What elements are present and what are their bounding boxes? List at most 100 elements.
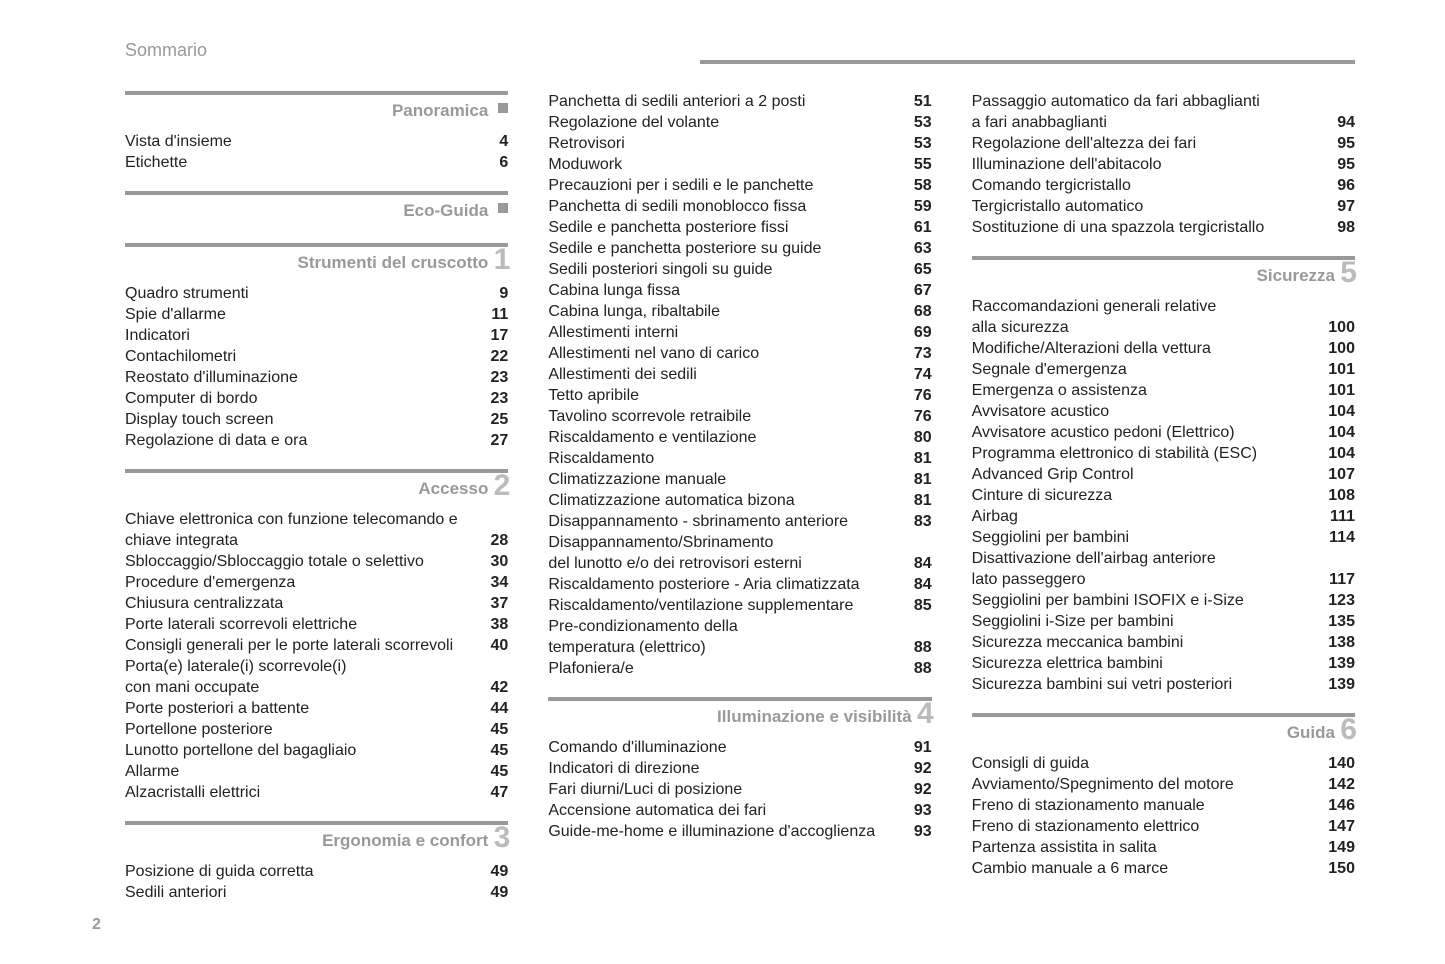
toc-entry-label: Passaggio automatico da fari abbaglianti bbox=[972, 91, 1323, 112]
top-rule bbox=[700, 60, 1355, 64]
toc-entry-label: Airbag bbox=[972, 506, 1323, 527]
toc-entry: Cabina lunga fissa67 bbox=[548, 280, 931, 301]
column: Panchetta di sedili anteriori a 2 posti5… bbox=[548, 91, 931, 903]
toc-entry-page: 142 bbox=[1323, 774, 1355, 795]
toc-entry-page: 44 bbox=[476, 698, 508, 719]
toc-entry: Riscaldamento posteriore - Aria climatiz… bbox=[548, 574, 931, 595]
toc-entry-label: Programma elettronico di stabilità (ESC) bbox=[972, 443, 1323, 464]
toc-entry-page bbox=[476, 656, 508, 677]
toc-entry-page: 100 bbox=[1323, 317, 1355, 338]
toc-entry-label: Sedile e panchetta posteriore fissi bbox=[548, 217, 899, 238]
toc-entry: Regolazione dell'altezza dei fari95 bbox=[972, 133, 1355, 154]
section-title: Guida bbox=[972, 719, 1355, 747]
page-number: 2 bbox=[92, 916, 101, 934]
toc-entry: Sedili posteriori singoli su guide65 bbox=[548, 259, 931, 280]
toc-entry-page: 88 bbox=[900, 658, 932, 679]
toc-entry: Riscaldamento81 bbox=[548, 448, 931, 469]
toc-entry-label: Lunotto portellone del bagagliaio bbox=[125, 740, 476, 761]
toc-entry-page bbox=[1323, 296, 1355, 317]
toc-entry: Sostituzione di una spazzola tergicrista… bbox=[972, 217, 1355, 238]
toc-entry-label: Vista d'insieme bbox=[125, 131, 476, 152]
toc-entry: Disattivazione dell'airbag anteriore bbox=[972, 548, 1355, 569]
toc-entry: Sicurezza elettrica bambini139 bbox=[972, 653, 1355, 674]
toc-entry: Portellone posteriore45 bbox=[125, 719, 508, 740]
toc-entry: Sedili anteriori49 bbox=[125, 882, 508, 903]
section-title: Strumenti del cruscotto bbox=[125, 249, 508, 277]
toc-entry-page: 9 bbox=[476, 283, 508, 304]
toc-entry: Regolazione del volante53 bbox=[548, 112, 931, 133]
toc-entry-label: Consigli di guida bbox=[972, 753, 1323, 774]
toc-entry: Procedure d'emergenza34 bbox=[125, 572, 508, 593]
toc-entry: Disappannamento/Sbrinamento bbox=[548, 532, 931, 553]
section-header: Sicurezza5 bbox=[972, 256, 1355, 290]
toc-entry-label: Regolazione di data e ora bbox=[125, 430, 476, 451]
toc-entry: Quadro strumenti9 bbox=[125, 283, 508, 304]
toc-entry-page: 65 bbox=[900, 259, 932, 280]
toc-entry: Sbloccaggio/Sbloccaggio totale o seletti… bbox=[125, 551, 508, 572]
toc-entry-label: Emergenza o assistenza bbox=[972, 380, 1323, 401]
toc-entry: Comando d'illuminazione91 bbox=[548, 737, 931, 758]
toc-entry-label: Riscaldamento posteriore - Aria climatiz… bbox=[548, 574, 899, 595]
toc-entry: Precauzioni per i sedili e le panchette5… bbox=[548, 175, 931, 196]
toc-entry-page: 80 bbox=[900, 427, 932, 448]
toc-entry-page: 138 bbox=[1323, 632, 1355, 653]
toc-entry-page: 30 bbox=[476, 551, 508, 572]
toc-entry-page: 6 bbox=[476, 152, 508, 173]
toc-entry-label: Disappannamento/Sbrinamento bbox=[548, 532, 899, 553]
toc-entry-label: Sbloccaggio/Sbloccaggio totale o seletti… bbox=[125, 551, 476, 572]
toc-entry-label: Illuminazione dell'abitacolo bbox=[972, 154, 1323, 175]
toc-entry-label: con mani occupate bbox=[125, 677, 476, 698]
toc-entry-page: 4 bbox=[476, 131, 508, 152]
toc-entry-label: Portellone posteriore bbox=[125, 719, 476, 740]
section-number: 5 bbox=[1340, 256, 1357, 290]
toc-entry: Passaggio automatico da fari abbaglianti bbox=[972, 91, 1355, 112]
toc-entry-page: 101 bbox=[1323, 359, 1355, 380]
toc-entry-label: Regolazione del volante bbox=[548, 112, 899, 133]
toc-entry: Climatizzazione automatica bizona81 bbox=[548, 490, 931, 511]
toc-entry-page: 140 bbox=[1323, 753, 1355, 774]
toc-entry-page: 11 bbox=[476, 304, 508, 325]
section-header: Eco-Guida bbox=[125, 191, 508, 225]
toc-entry: Seggiolini per bambini114 bbox=[972, 527, 1355, 548]
toc-entry-label: Chiusura centralizzata bbox=[125, 593, 476, 614]
toc-entry-label: Fari diurni/Luci di posizione bbox=[548, 779, 899, 800]
toc-entry-page: 83 bbox=[900, 511, 932, 532]
section-marker-icon bbox=[498, 103, 508, 113]
toc-entry-label: Reostato d'illuminazione bbox=[125, 367, 476, 388]
toc-entry-label: Advanced Grip Control bbox=[972, 464, 1323, 485]
toc-entry: Seggiolini i-Size per bambini135 bbox=[972, 611, 1355, 632]
toc-entry-page: 69 bbox=[900, 322, 932, 343]
toc-entry-page: 104 bbox=[1323, 422, 1355, 443]
toc-entry: Consigli generali per le porte laterali … bbox=[125, 635, 508, 656]
toc-entry: Indicatori17 bbox=[125, 325, 508, 346]
toc-entry-page: 101 bbox=[1323, 380, 1355, 401]
toc-entry-page: 114 bbox=[1323, 527, 1355, 548]
toc-entry-label: Procedure d'emergenza bbox=[125, 572, 476, 593]
toc-entry-page: 45 bbox=[476, 761, 508, 782]
toc-entry-label: Guide-me-home e illuminazione d'accoglie… bbox=[548, 821, 899, 842]
toc-entry-page: 74 bbox=[900, 364, 932, 385]
columns: PanoramicaVista d'insieme4Etichette6Eco-… bbox=[125, 91, 1355, 903]
section-title: Panoramica bbox=[125, 97, 508, 125]
toc-entry-label: Display touch screen bbox=[125, 409, 476, 430]
section-header: Panoramica bbox=[125, 91, 508, 125]
toc-entry: Vista d'insieme4 bbox=[125, 131, 508, 152]
toc-entry-page: 135 bbox=[1323, 611, 1355, 632]
toc-entry-label: Allestimenti dei sedili bbox=[548, 364, 899, 385]
toc-entry-page: 42 bbox=[476, 677, 508, 698]
toc-entry-page: 84 bbox=[900, 553, 932, 574]
toc-entry-label: Porte posteriori a battente bbox=[125, 698, 476, 719]
toc-entry-page: 123 bbox=[1323, 590, 1355, 611]
toc-entry-page: 149 bbox=[1323, 837, 1355, 858]
toc-entry-label: Disattivazione dell'airbag anteriore bbox=[972, 548, 1323, 569]
toc-entry-label: Indicatori di direzione bbox=[548, 758, 899, 779]
toc-entry: Allarme45 bbox=[125, 761, 508, 782]
toc-entry-page: 23 bbox=[476, 388, 508, 409]
toc-entry: Porta(e) laterale(i) scorrevole(i) bbox=[125, 656, 508, 677]
toc-entry-page: 139 bbox=[1323, 674, 1355, 695]
toc-entry-label: Comando tergicristallo bbox=[972, 175, 1323, 196]
toc-entry-label: Modifiche/Alterazioni della vettura bbox=[972, 338, 1323, 359]
section-number: 1 bbox=[494, 243, 511, 277]
toc-entry-label: Cabina lunga fissa bbox=[548, 280, 899, 301]
section-header: Accesso2 bbox=[125, 469, 508, 503]
